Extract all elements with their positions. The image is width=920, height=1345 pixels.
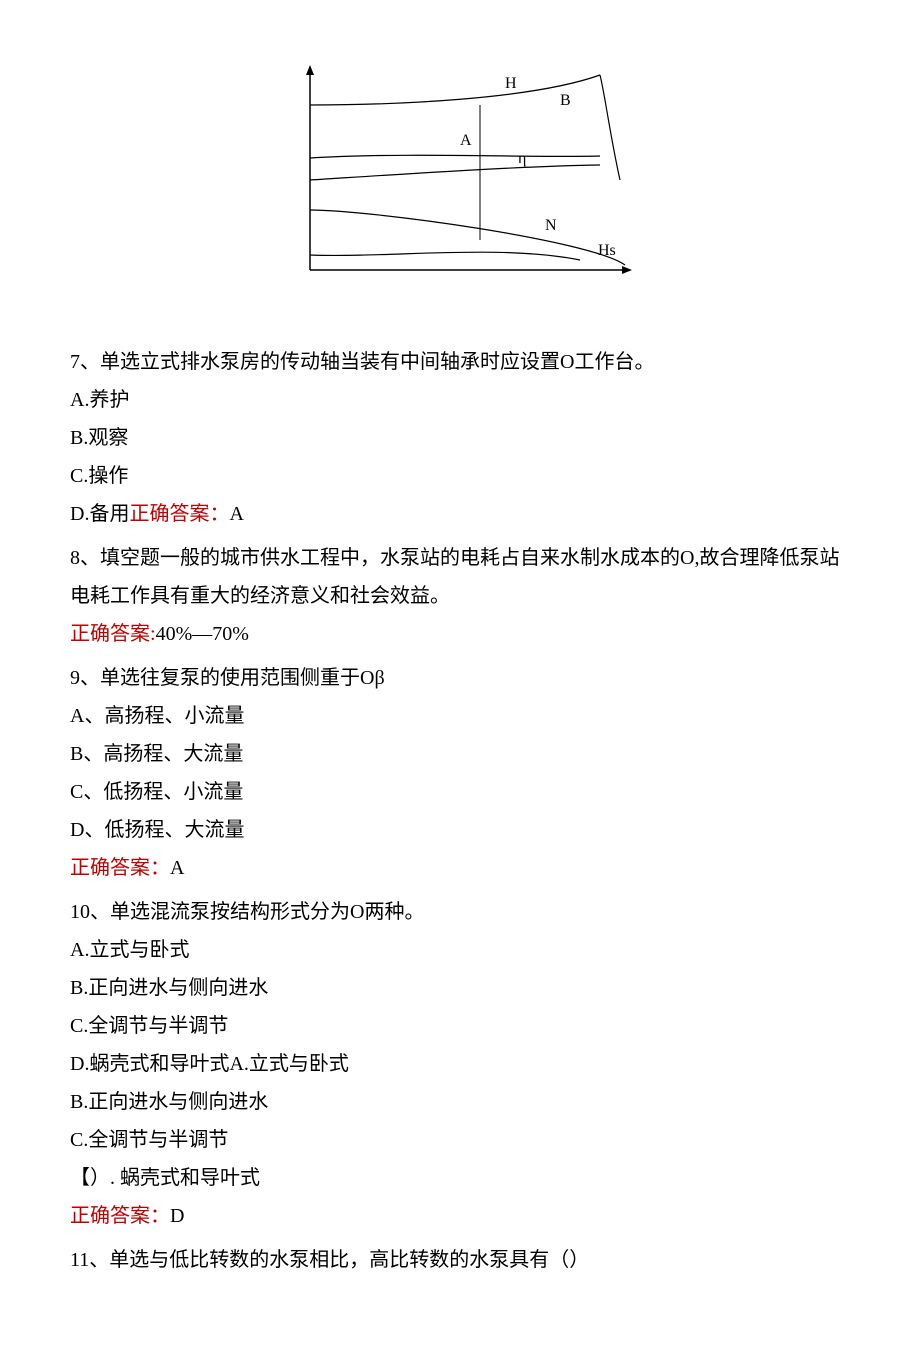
curve-h: [310, 75, 600, 105]
q10-optC2: C.全调节与半调节: [70, 1121, 850, 1159]
q10-text: 10、单选混流泵按结构形式分为O两种。: [70, 893, 850, 931]
q10-optBracket: 【）. 蜗壳式和导叶式: [70, 1159, 850, 1197]
chart-svg: H B A η N Hs: [270, 60, 650, 290]
question-11: 11、单选与低比转数的水泵相比，高比转数的水泵具有（）: [70, 1241, 850, 1279]
curve-b: [600, 75, 620, 180]
label-b: B: [560, 92, 571, 109]
q9-optC: C、低扬程、小流量: [70, 773, 850, 811]
label-n: N: [545, 217, 557, 234]
q7-text: 7、单选立式排水泵房的传动轴当装有中间轴承时应设置O工作台。: [70, 343, 850, 381]
label-hs: Hs: [598, 242, 616, 259]
label-eta: η: [518, 150, 526, 167]
pump-curve-chart: H B A η N Hs: [70, 60, 850, 303]
q10-answer: D: [170, 1205, 184, 1227]
q9-optD: D、低扬程、大流量: [70, 811, 850, 849]
q7-optB: B.观察: [70, 419, 850, 457]
q10-optB2: B.正向进水与侧向进水: [70, 1083, 850, 1121]
q9-optA: A、高扬程、小流量: [70, 697, 850, 735]
label-a: A: [460, 132, 472, 149]
question-9: 9、单选往复泵的使用范围侧重于Oβ A、高扬程、小流量 B、高扬程、大流量 C、…: [70, 659, 850, 887]
label-h: H: [505, 75, 517, 92]
q8-answer-line: 正确答案:40%—70%: [70, 615, 850, 653]
q9-text: 9、单选往复泵的使用范围侧重于Oβ: [70, 659, 850, 697]
curve-n: [310, 210, 625, 265]
question-7: 7、单选立式排水泵房的传动轴当装有中间轴承时应设置O工作台。 A.养护 B.观察…: [70, 343, 850, 533]
q9-answer: A: [170, 857, 184, 879]
q7-optD: D.备用: [70, 503, 129, 525]
q11-text: 11、单选与低比转数的水泵相比，高比转数的水泵具有（）: [70, 1241, 850, 1279]
q8-answer-label: 正确答案:: [70, 623, 156, 645]
q9-answer-label: 正确答案：: [70, 857, 170, 879]
q9-answer-line: 正确答案：A: [70, 849, 850, 887]
q7-optD-line: D.备用正确答案：A: [70, 495, 850, 533]
q10-optA: A.立式与卧式: [70, 931, 850, 969]
y-axis-arrow: [306, 65, 314, 75]
q7-answer-label: 正确答案：: [129, 503, 229, 525]
curve-hs: [310, 252, 580, 260]
q9-optB: B、高扬程、大流量: [70, 735, 850, 773]
curve-eta: [310, 165, 600, 180]
question-8: 8、填空题一般的城市供水工程中，水泵站的电耗占自来水制水成本的O,故合理降低泵站…: [70, 539, 850, 653]
q10-optD: D.蜗壳式和导叶式A.立式与卧式: [70, 1045, 850, 1083]
q10-optB: B.正向进水与侧向进水: [70, 969, 850, 1007]
q10-answer-line: 正确答案：D: [70, 1197, 850, 1235]
q10-optC: C.全调节与半调节: [70, 1007, 850, 1045]
q7-optC: C.操作: [70, 457, 850, 495]
q7-optA: A.养护: [70, 381, 850, 419]
q7-answer: A: [229, 503, 243, 525]
q8-text: 8、填空题一般的城市供水工程中，水泵站的电耗占自来水制水成本的O,故合理降低泵站…: [70, 539, 850, 615]
x-axis-arrow: [622, 266, 632, 274]
q8-answer: 40%—70%: [156, 623, 249, 645]
q10-answer-label: 正确答案：: [70, 1205, 170, 1227]
question-10: 10、单选混流泵按结构形式分为O两种。 A.立式与卧式 B.正向进水与侧向进水 …: [70, 893, 850, 1235]
curve-mid1: [310, 155, 600, 158]
